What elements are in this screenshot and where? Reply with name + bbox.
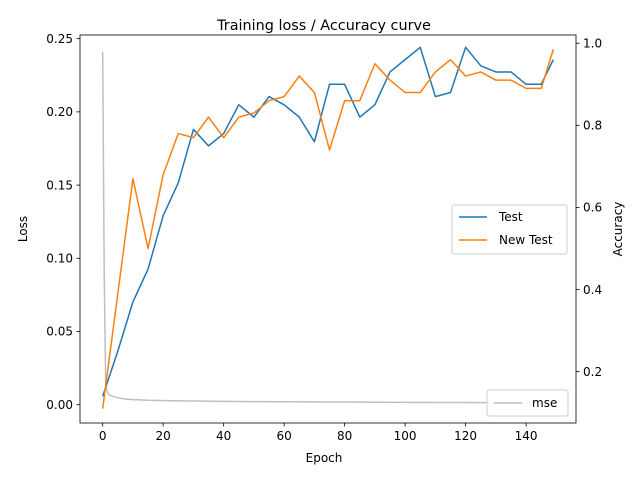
x-tick-label: 60 — [277, 429, 292, 443]
y-right-tick-label: 0.8 — [583, 119, 602, 133]
x-tick-label: 40 — [216, 429, 231, 443]
x-tick-label: 140 — [515, 429, 538, 443]
y-left-tick-label: 0.15 — [46, 178, 73, 192]
legend-label-mse: mse — [532, 396, 557, 410]
legend-label-test: Test — [498, 210, 523, 224]
y-left-tick-label: 0.25 — [46, 32, 73, 46]
y-left-tick-label: 0.00 — [46, 398, 73, 412]
legend-label-new-test: New Test — [499, 233, 553, 247]
y-left-tick-label: 0.20 — [46, 105, 73, 119]
series-line-mse — [101, 51, 554, 404]
x-axis: 0 20 40 60 80 100 120 140 — [99, 423, 538, 443]
y-right-tick-label: 0.4 — [583, 283, 602, 297]
legend-box — [486, 389, 569, 417]
y-left-tick-label: 0.05 — [46, 325, 73, 339]
y-right-tick-label: 0.6 — [583, 201, 602, 215]
x-tick-label: 100 — [394, 429, 417, 443]
y-left-tick-label: 0.10 — [46, 251, 73, 265]
plot-frame — [79, 34, 577, 424]
plot-area — [101, 46, 555, 409]
x-tick-label: 120 — [454, 429, 477, 443]
x-tick-label: 0 — [99, 429, 107, 443]
chart-title: Training loss / Accuracy curve — [216, 18, 431, 34]
y-axis-right: 0.2 0.4 0.6 0.8 1.0 — [576, 36, 602, 379]
legend-mse: mse — [486, 389, 569, 417]
x-axis-title: Epoch — [306, 451, 343, 465]
y-right-tick-label: 0.2 — [583, 365, 602, 379]
series-line-test — [101, 46, 554, 397]
y-right-tick-label: 1.0 — [583, 36, 602, 50]
x-tick-label: 20 — [156, 429, 171, 443]
series-line-new-test — [101, 49, 555, 409]
y-axis-left: 0.00 0.05 0.10 0.15 0.20 0.25 — [46, 32, 80, 412]
y-axis-title-right: Accuracy — [611, 202, 625, 257]
y-axis-title-left: Loss — [16, 216, 30, 242]
x-tick-label: 80 — [337, 429, 352, 443]
legend-test: Test New Test — [451, 204, 568, 255]
